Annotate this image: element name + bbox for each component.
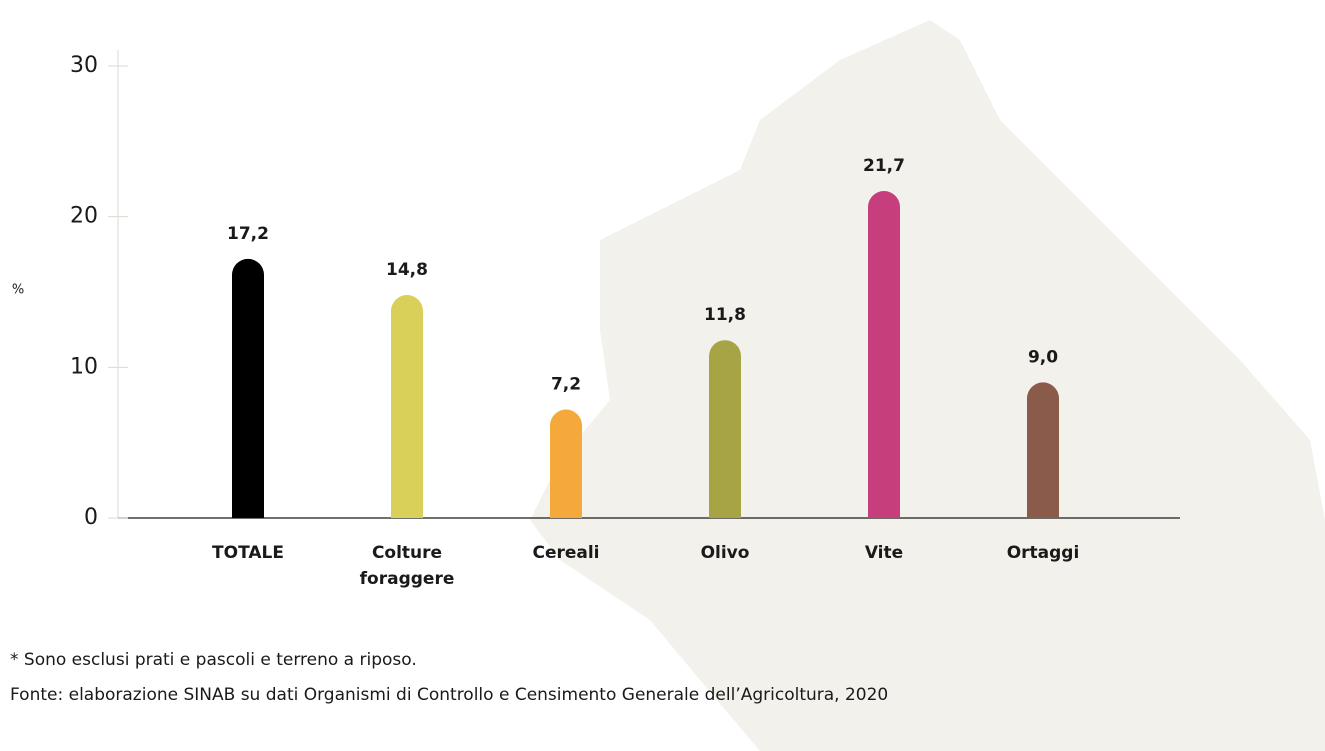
bar [1027, 382, 1059, 518]
value-label: 14,8 [386, 260, 428, 280]
bar [868, 191, 900, 518]
value-label: 17,2 [227, 224, 269, 244]
y-tick-label: 30 [70, 53, 98, 78]
source: Fonte: elaborazione SINAB su dati Organi… [10, 685, 889, 705]
bar [391, 295, 423, 518]
bar [550, 409, 582, 518]
value-label: 21,7 [863, 156, 905, 176]
background-map [530, 20, 1325, 751]
bar [709, 340, 741, 518]
y-tick-label: 10 [70, 354, 98, 379]
x-tick-label: Ortaggi [1006, 543, 1080, 563]
footnote: * Sono esclusi prati e pascoli e terreno… [10, 650, 417, 670]
x-tick-label: Olivo [700, 543, 750, 563]
x-tick-label: Colture foraggere [359, 543, 455, 589]
x-tick-label: Cereali [532, 543, 600, 563]
y-axis-label: % [12, 283, 24, 298]
x-tick-label: Vite [864, 543, 904, 563]
value-label: 9,0 [1028, 347, 1058, 367]
bar [232, 258, 264, 518]
value-label: 11,8 [704, 305, 746, 325]
value-label: 7,2 [551, 375, 581, 395]
y-tick-label: 0 [84, 505, 98, 530]
x-tick-label: TOTALE [212, 543, 284, 563]
y-tick-label: 20 [70, 204, 98, 229]
